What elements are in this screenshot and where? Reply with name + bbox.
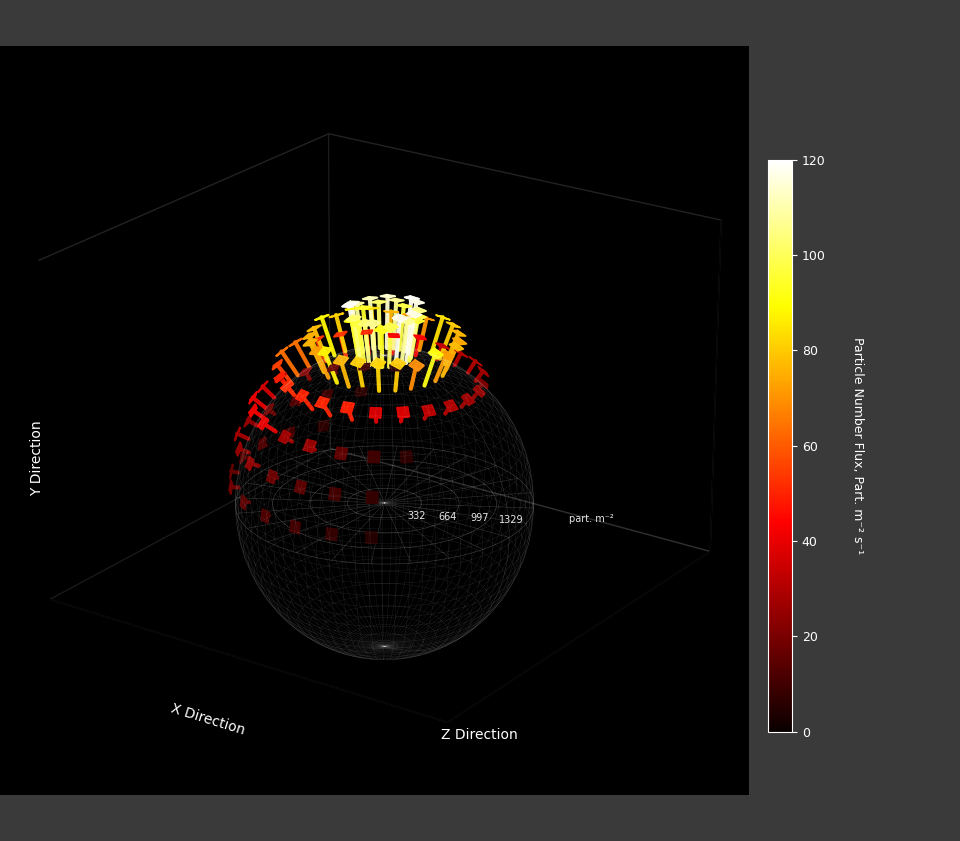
Text: Z Direction: Z Direction — [441, 728, 517, 742]
X-axis label: X Direction: X Direction — [169, 701, 247, 738]
Y-axis label: Particle Number Flux, Part. m⁻² s⁻¹: Particle Number Flux, Part. m⁻² s⁻¹ — [851, 337, 864, 554]
Text: Y Direction: Y Direction — [31, 420, 44, 495]
